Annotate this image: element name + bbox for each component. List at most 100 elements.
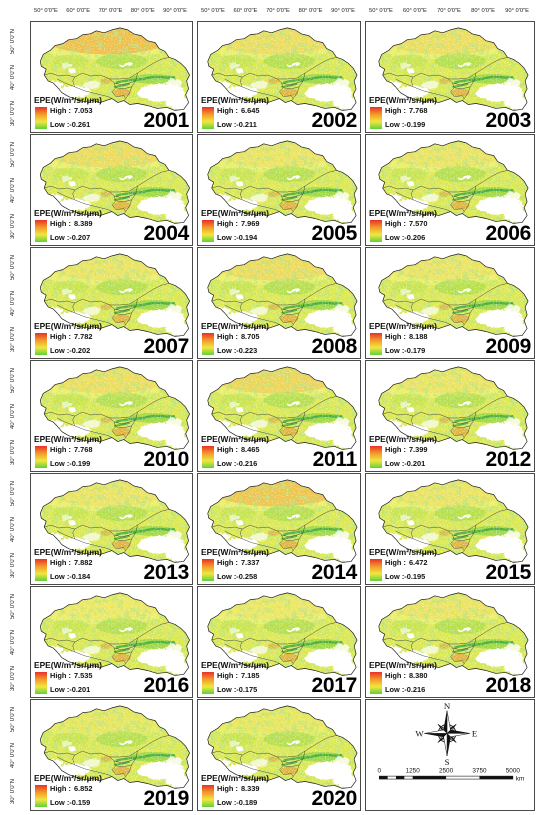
legend-low-label: Low : [50,346,70,355]
legend-high-value: 6.645 [240,106,260,115]
legend-high-label: High : [217,332,238,341]
legend-color-ramp [370,672,382,694]
legend-low-label: Low : [50,233,70,242]
legend-low: Low :-0.189 [217,798,257,807]
legend-title: EPE(W/m²/sr/μm) [34,95,102,105]
legend-color-ramp [35,785,47,807]
year-label: 2008 [311,335,357,358]
map-panel: EPE(W/m²/sr/μm) High :7.535 Low :-0.201 201… [30,586,193,698]
legend-high-value: 8.188 [408,332,428,341]
legend-high: High :6.472 [385,558,427,567]
longitude-label: 80° 0'0"E [471,8,495,14]
legend-high-label: High : [50,332,71,341]
legend: EPE(W/m²/sr/μm) High :8.705 Low :-0.223 [198,248,360,358]
legend-title: EPE(W/m²/sr/μm) [201,773,269,783]
legend-title: EPE(W/m²/sr/μm) [34,660,102,670]
legend-color-ramp [202,559,214,581]
legend-title: EPE(W/m²/sr/μm) [369,660,437,670]
legend-low-label: Low : [385,459,405,468]
legend-high-value: 7.535 [73,671,93,680]
scale-tick-label: 1250 [406,768,421,775]
legend-title: EPE(W/m²/sr/μm) [201,660,269,670]
compass-scale-panel: N S E W 0 1250 2500 3750 5000 km [365,699,535,811]
latitude-label: 30° 0'0"N [10,101,16,127]
legend: EPE(W/m²/sr/μm) High :8.339 Low :-0.189 [198,700,360,810]
legend-low-value: -0.179 [404,346,426,355]
longitude-label: 90° 0'0"E [163,8,187,14]
longitude-label: 60° 0'0"E [403,8,427,14]
map-panel: EPE(W/m²/sr/μm) High :7.768 Low :-0.199 201… [30,360,193,472]
legend-color-ramp [370,220,382,242]
latitude-label: 30° 0'0"N [10,779,16,805]
year-label: 2019 [143,787,189,810]
legend-high-label: High : [50,784,71,793]
legend-title: EPE(W/m²/sr/μm) [201,95,269,105]
legend: EPE(W/m²/sr/μm) High :7.399 Low :-0.201 [366,361,534,471]
map-panel: EPE(W/m²/sr/μm) High :8.339 Low :-0.189 202… [197,699,361,811]
legend-low-value: -0.199 [69,459,91,468]
compass-rose [424,710,470,757]
legend-high-value: 7.570 [408,219,428,228]
legend: EPE(W/m²/sr/μm) High :7.882 Low :-0.184 [31,474,192,584]
legend-low: Low :-0.206 [385,233,425,242]
legend-title: EPE(W/m²/sr/μm) [201,208,269,218]
legend-high: High :6.852 [50,784,92,793]
latitude-label: 40° 0'0"N [10,404,16,430]
map-panel: EPE(W/m²/sr/μm) High :8.188 Low :-0.179 200… [365,247,535,359]
legend: EPE(W/m²/sr/μm) High :8.188 Low :-0.179 [366,248,534,358]
longitude-label: 50° 0'0"E [34,8,58,14]
legend-low: Low :-0.175 [217,685,257,694]
legend-high-value: 7.969 [240,219,260,228]
legend-low-label: Low : [217,685,237,694]
legend-low-value: -0.195 [404,572,426,581]
legend-high-value: 7.185 [240,671,260,680]
map-panel: EPE(W/m²/sr/μm) High :7.882 Low :-0.184 201… [30,473,193,585]
year-label: 2004 [143,222,189,245]
legend-low: Low :-0.199 [385,120,425,129]
legend-high-label: High : [385,106,406,115]
longitude-label: 70° 0'0"E [266,8,290,14]
longitude-labels: 50° 0'0"E 60° 0'0"E 70° 0'0"E 80° 0'0"E 90° … [365,7,535,16]
latitude-label: 50° 0'0"N [10,29,16,55]
longitude-label: 80° 0'0"E [130,8,155,14]
legend-high-value: 6.472 [408,558,428,567]
latitude-label: 30° 0'0"N [10,327,16,353]
legend-title: EPE(W/m²/sr/μm) [369,547,437,557]
legend-title: EPE(W/m²/sr/μm) [34,547,102,557]
latitude-label: 40° 0'0"N [10,65,16,91]
legend-color-ramp [202,107,214,129]
map-panel: EPE(W/m²/sr/μm) High :7.768 Low :-0.199 200… [365,21,535,133]
longitude-label: 50° 0'0"E [369,8,393,14]
legend-low-label: Low : [50,120,70,129]
legend-title: EPE(W/m²/sr/μm) [34,434,102,444]
legend-low-value: -0.207 [69,233,91,242]
scale-tick-label: 5000 [506,768,521,775]
legend-low-label: Low : [385,685,405,694]
legend-color-ramp [370,446,382,468]
year-label: 2005 [311,222,357,245]
legend-low-label: Low : [50,798,70,807]
latitude-label: 40° 0'0"N [10,630,16,656]
legend-low-label: Low : [50,685,70,694]
latitude-label: 30° 0'0"N [10,553,16,579]
map-panel: EPE(W/m²/sr/μm) High :8.389 Low :-0.207 200… [30,134,193,246]
longitude-label: 60° 0'0"E [233,8,258,14]
scale-tick-label: 0 [378,768,382,775]
legend-title: EPE(W/m²/sr/μm) [369,321,437,331]
legend-high: High :7.782 [50,332,92,341]
legend-high-value: 8.389 [73,219,93,228]
legend: EPE(W/m²/sr/μm) High :6.852 Low :-0.159 [31,700,192,810]
legend: EPE(W/m²/sr/μm) High :8.465 Low :-0.216 [198,361,360,471]
latitude-label: 40° 0'0"N [10,291,16,317]
legend-low: Low :-0.211 [217,120,257,129]
legend-low: Low :-0.261 [50,120,90,129]
legend-low: Low :-0.258 [217,572,257,581]
legend-high-value: 7.768 [408,106,428,115]
legend-high: High :8.465 [217,445,259,454]
scale-tick-label: 3750 [472,768,487,775]
scale-bar [378,775,514,780]
legend-high-label: High : [385,445,406,454]
latitude-label: 50° 0'0"N [10,368,16,394]
legend-high-label: High : [50,558,71,567]
legend-high-value: 7.768 [73,445,93,454]
